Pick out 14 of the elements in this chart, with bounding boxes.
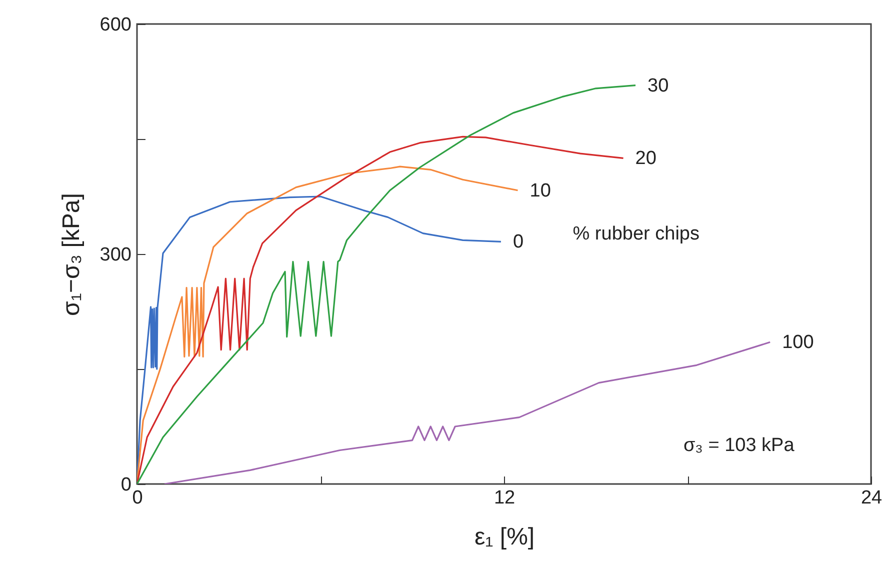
series-label: 20 bbox=[635, 148, 656, 170]
series-label: 100 bbox=[782, 332, 814, 354]
annotation: σ₃ = 103 kPa bbox=[683, 434, 795, 456]
y-tick-label: 0 bbox=[120, 474, 132, 496]
y-axis-title: σ₁−σ₃ [kPa] bbox=[58, 193, 85, 316]
x-axis-title: ε₁ [%] bbox=[474, 524, 535, 550]
series-label: 10 bbox=[530, 180, 551, 202]
y-tick-label: 600 bbox=[100, 14, 132, 36]
series-label: 30 bbox=[648, 75, 669, 96]
x-tick-label: 24 bbox=[860, 488, 882, 508]
annotation: % rubber chips bbox=[572, 223, 700, 244]
x-tick-label: 12 bbox=[494, 488, 516, 508]
y-tick-label: 300 bbox=[100, 244, 132, 266]
series-label: 0 bbox=[512, 232, 524, 253]
